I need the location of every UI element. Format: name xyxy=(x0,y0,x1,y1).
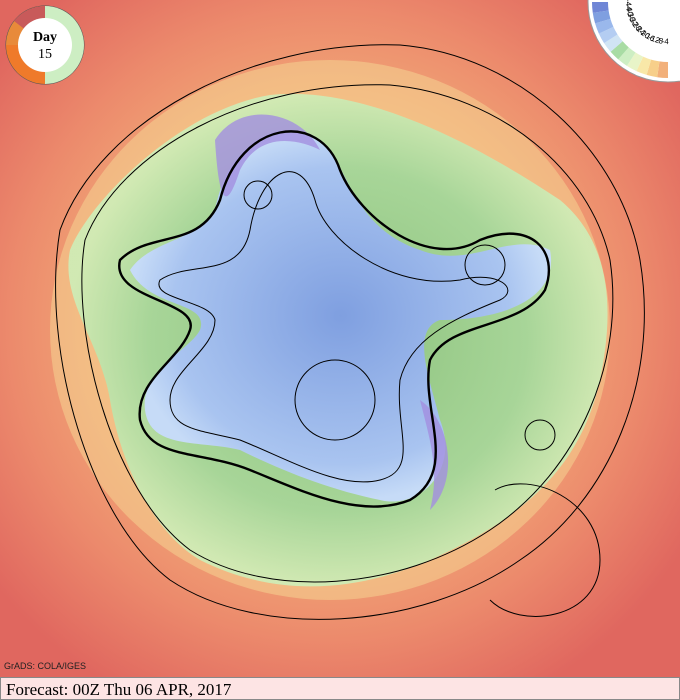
scale-swatch xyxy=(595,18,614,34)
contours xyxy=(55,44,645,620)
cold-core xyxy=(420,400,449,510)
scale-label: -4 xyxy=(661,37,669,47)
scale-label: -40 xyxy=(624,4,635,18)
badge-day: 15 xyxy=(38,47,52,62)
scale-label: -36 xyxy=(625,9,638,23)
day-badge: Day 15 xyxy=(5,5,85,85)
scale-swatch xyxy=(598,26,618,44)
cold-region xyxy=(130,130,552,502)
cold-core xyxy=(215,114,320,197)
scale-swatch xyxy=(646,59,660,78)
scale-label: -12 xyxy=(647,33,661,46)
scale-swatch xyxy=(657,61,668,78)
scale-swatch xyxy=(592,10,611,24)
badge-label: Day xyxy=(33,30,57,45)
credit: GrADS: COLA/IGES xyxy=(4,661,86,671)
color-scale: -4-8-12-16-20-24-28-32-36-40-44 xyxy=(587,0,680,83)
scale-swatch xyxy=(592,2,609,13)
scale-label: -8 xyxy=(655,36,664,46)
scale-swatch xyxy=(610,41,629,60)
scale-swatch xyxy=(618,47,636,66)
scale-hub xyxy=(646,0,680,24)
scale-label: -44 xyxy=(624,0,634,11)
scale-swatch xyxy=(636,56,652,75)
scale-swatch xyxy=(604,34,623,52)
footer-text: Forecast: 00Z Thu 06 APR, 2017 xyxy=(6,680,232,699)
scale-swatch xyxy=(626,52,644,72)
